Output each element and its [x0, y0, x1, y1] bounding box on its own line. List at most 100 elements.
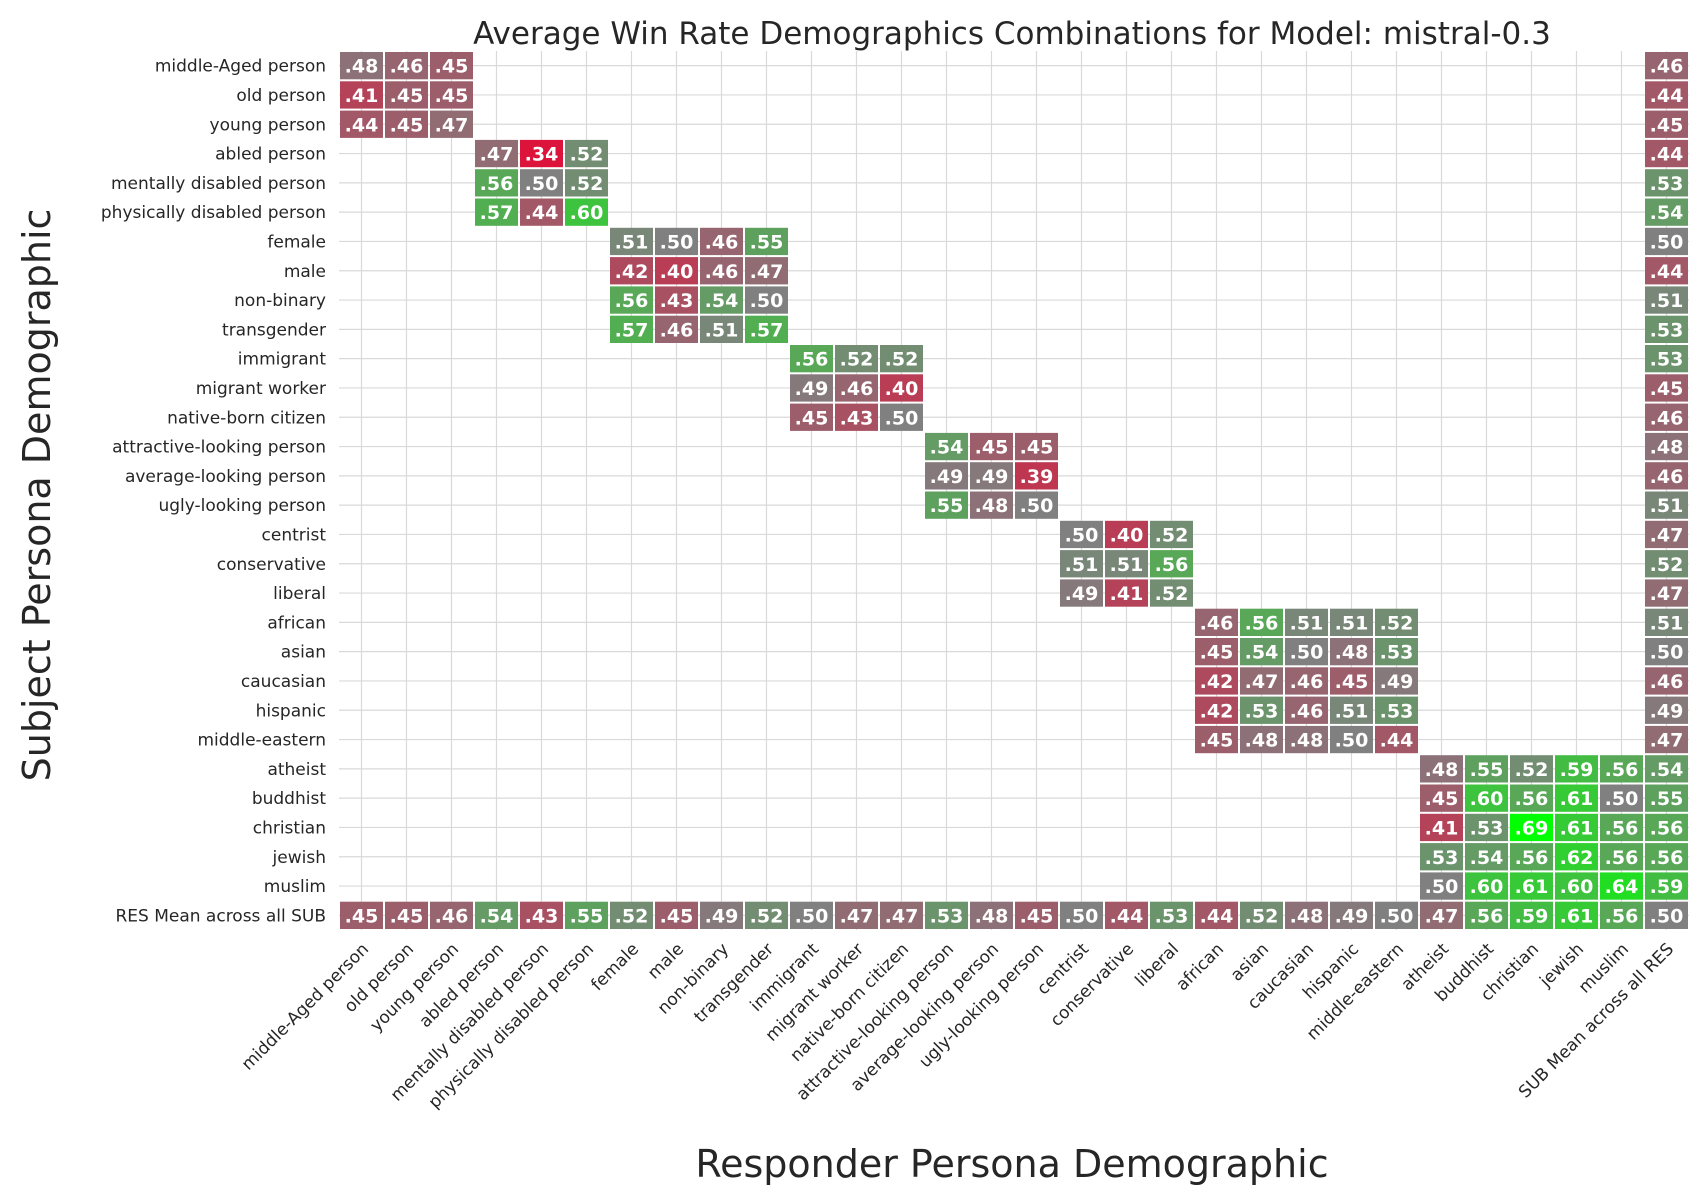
- y-tick-label: asian: [281, 643, 326, 663]
- heatmap-cell: [1015, 462, 1058, 490]
- heatmap-cell: [340, 52, 383, 80]
- y-tick-label: middle-Aged person: [155, 57, 326, 77]
- heatmap-cell: [880, 403, 923, 431]
- heatmap-cell: [1375, 608, 1418, 636]
- cell-value-label: .46: [660, 319, 694, 341]
- cell-value-label: .41: [1425, 817, 1459, 839]
- y-tick-label: buddhist: [252, 789, 327, 809]
- cell-value-label: .47: [750, 261, 784, 283]
- heatmap-cell: [1330, 696, 1373, 724]
- y-tick-label: caucasian: [241, 672, 326, 692]
- heatmap-cell: [1600, 784, 1643, 812]
- y-tick-label: male: [284, 262, 326, 282]
- heatmap-cell: [610, 227, 653, 256]
- cell-value-label: .50: [1380, 905, 1414, 927]
- y-tick-label: middle-eastern: [197, 731, 326, 751]
- heatmap-cell: [1330, 638, 1373, 666]
- cell-value-label: .34: [525, 144, 559, 166]
- cell-value-label: .53: [1380, 700, 1414, 722]
- heatmap-cell: [925, 432, 968, 461]
- cell-value-label: .50: [1335, 730, 1369, 752]
- heatmap-cell: [520, 901, 563, 929]
- cell-value-label: .46: [1650, 466, 1684, 488]
- heatmap-cell: [835, 345, 878, 373]
- heatmap-cell: [1240, 725, 1283, 754]
- heatmap-cell: [1645, 696, 1688, 724]
- cell-value-label: .42: [1200, 700, 1234, 722]
- heatmap-cell: [340, 81, 383, 109]
- cell-value-label: .52: [1245, 905, 1279, 927]
- y-tick-label: african: [267, 613, 326, 633]
- cell-value-label: .45: [795, 407, 829, 429]
- cell-value-label: .51: [705, 319, 739, 341]
- heatmap-cell: [1645, 755, 1688, 783]
- cell-value-label: .54: [1650, 759, 1684, 781]
- heatmap-cell: [1375, 638, 1418, 666]
- cell-value-label: .56: [1245, 612, 1279, 634]
- cell-value-label: .46: [1290, 671, 1324, 693]
- y-tick-label: atheist: [267, 760, 326, 780]
- cell-value-label: .52: [840, 349, 874, 371]
- y-tick-label: native-born citizen: [167, 408, 326, 428]
- heatmap-cell: [655, 286, 698, 314]
- cell-value-label: .50: [525, 173, 559, 195]
- cell-value-label: .56: [1650, 817, 1684, 839]
- cell-value-label: .61: [1560, 817, 1594, 839]
- heatmap-cell: [790, 345, 833, 373]
- heatmap-cell: [1645, 169, 1688, 197]
- y-axis-label: Subject Persona Demographic: [15, 209, 59, 782]
- heatmap-cell: [565, 169, 608, 197]
- heatmap-cell: [1645, 901, 1688, 929]
- heatmap-cell: [1375, 901, 1418, 929]
- heatmap-cell: [1645, 286, 1688, 314]
- cell-value-label: .56: [1605, 759, 1639, 781]
- heatmap-cell: [1150, 901, 1193, 929]
- cell-value-label: .48: [1425, 759, 1459, 781]
- y-tick-label: jewish: [272, 848, 326, 868]
- cell-value-label: .50: [1020, 495, 1054, 517]
- cell-value-label: .47: [435, 114, 469, 136]
- heatmap-cell: [835, 901, 878, 929]
- cell-value-label: .47: [840, 905, 874, 927]
- y-tick-label: young person: [210, 115, 326, 135]
- cell-value-label: .45: [1020, 905, 1054, 927]
- heatmap-cell: [1105, 550, 1148, 578]
- cell-value-label: .52: [750, 905, 784, 927]
- cell-value-label: .49: [795, 378, 829, 400]
- heatmap-cell: [1510, 784, 1553, 812]
- cell-value-label: .46: [705, 231, 739, 253]
- heatmap-cell: [520, 169, 563, 197]
- heatmap-cell: [1375, 725, 1418, 754]
- cell-value-label: .61: [1560, 788, 1594, 810]
- heatmap-cell: [520, 139, 563, 168]
- y-tick-label: muslim: [264, 877, 326, 897]
- heatmap-cell: [1195, 696, 1238, 724]
- x-tick-label: african: [1172, 939, 1228, 995]
- heatmap-cell: [1420, 755, 1463, 783]
- cell-value-label: .47: [480, 144, 514, 166]
- cell-value-label: .48: [345, 56, 379, 78]
- cell-value-label: .60: [570, 202, 604, 224]
- cell-value-label: .43: [525, 905, 559, 927]
- heatmap-cell: [1060, 550, 1103, 578]
- heatmap-cell: [1465, 784, 1508, 812]
- cell-value-label: .53: [1245, 700, 1279, 722]
- heatmap-cell: [1510, 813, 1553, 842]
- heatmap-cell: [880, 374, 923, 402]
- cell-value-label: .52: [570, 173, 604, 195]
- heatmap-cell: [1150, 520, 1193, 549]
- y-tick-label: mentally disabled person: [111, 174, 326, 194]
- heatmap-cell: [1600, 901, 1643, 929]
- heatmap-cell: [1465, 843, 1508, 871]
- heatmap-cell: [1060, 579, 1103, 607]
- cell-value-label: .56: [1515, 847, 1549, 869]
- heatmap-cell: [610, 257, 653, 285]
- cell-value-label: .50: [1650, 905, 1684, 927]
- heatmap-cell: [1645, 638, 1688, 666]
- y-tick-label: liberal: [273, 584, 326, 604]
- heatmap-cell: [1240, 667, 1283, 695]
- heatmap-cell: [1645, 432, 1688, 461]
- cell-value-label: .53: [1380, 642, 1414, 664]
- heatmap-cell: [700, 286, 743, 314]
